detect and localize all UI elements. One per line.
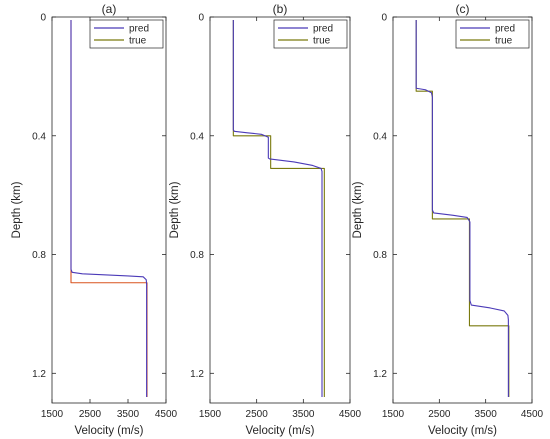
axes-box bbox=[392, 16, 533, 404]
panel-title: (a) bbox=[102, 2, 117, 16]
legend-label-pred: pred bbox=[313, 24, 333, 35]
x-tick-label: 2500 bbox=[428, 409, 451, 420]
panel-2: 1500 2500 3500 4500 0 0.4 0.8 1.2 (b) Velocity (m… bbox=[169, 2, 362, 437]
y-tick-label: 1.2 bbox=[373, 369, 387, 380]
series-line-pred bbox=[70, 19, 148, 398]
axes-box bbox=[209, 16, 351, 404]
x-tick-label: 3500 bbox=[475, 409, 498, 420]
panels: 1500 2500 3500 4500 0 0.4 0.8 1.2 (a) Velocity (m… bbox=[11, 2, 544, 437]
y-tick-label: 1.2 bbox=[32, 369, 46, 380]
series-line-pred bbox=[232, 19, 323, 398]
legend-label-true: true bbox=[495, 36, 513, 47]
legend-box bbox=[273, 19, 348, 49]
x-tick-label: 3500 bbox=[117, 409, 140, 420]
panel-title: (b) bbox=[273, 2, 288, 16]
x-tick-label: 2500 bbox=[79, 409, 102, 420]
legend-label-pred: pred bbox=[129, 24, 149, 35]
y-tick-label: 0.4 bbox=[32, 131, 46, 142]
x-axis-label: Velocity (m/s) bbox=[245, 425, 314, 437]
axes-box bbox=[51, 16, 167, 404]
y-tick-label: 0.4 bbox=[190, 131, 204, 142]
x-tick-label: 4500 bbox=[155, 409, 178, 420]
x-tick-label: 1500 bbox=[382, 409, 405, 420]
legend-box bbox=[89, 19, 164, 49]
y-tick-label: 0.8 bbox=[190, 250, 204, 261]
y-tick-label: 0 bbox=[40, 13, 46, 24]
y-tick-label: 0 bbox=[381, 13, 387, 24]
y-tick-label: 0.4 bbox=[373, 131, 387, 142]
x-axis-label: Velocity (m/s) bbox=[428, 425, 497, 437]
x-tick-label: 2500 bbox=[246, 409, 269, 420]
series-line-true bbox=[415, 19, 510, 398]
y-tick-label: 0.8 bbox=[373, 250, 387, 261]
legend-label-pred: pred bbox=[495, 24, 515, 35]
y-tick-label: 0 bbox=[198, 13, 204, 24]
x-tick-label: 4500 bbox=[521, 409, 544, 420]
x-tick-label: 4500 bbox=[339, 409, 362, 420]
panel-1: 1500 2500 3500 4500 0 0.4 0.8 1.2 (a) Velocity (m… bbox=[11, 2, 178, 437]
y-axis-label: Depth (km) bbox=[169, 181, 181, 238]
panel-title: (c) bbox=[456, 2, 470, 16]
x-axis-label: Velocity (m/s) bbox=[74, 425, 143, 437]
legend-label-true: true bbox=[129, 36, 147, 47]
panel-3: 1500 2500 3500 4500 0 0.4 0.8 1.2 (c) Velocity (m… bbox=[352, 2, 544, 437]
legend-label-true: true bbox=[313, 36, 331, 47]
x-tick-label: 1500 bbox=[41, 409, 64, 420]
x-tick-label: 1500 bbox=[199, 409, 222, 420]
y-tick-label: 0.8 bbox=[32, 250, 46, 261]
x-tick-label: 3500 bbox=[292, 409, 315, 420]
y-axis-label: Depth (km) bbox=[11, 181, 23, 238]
legend-box bbox=[455, 19, 530, 49]
y-tick-label: 1.2 bbox=[190, 369, 204, 380]
y-axis-label: Depth (km) bbox=[352, 181, 364, 238]
series-line-pred bbox=[415, 19, 509, 398]
